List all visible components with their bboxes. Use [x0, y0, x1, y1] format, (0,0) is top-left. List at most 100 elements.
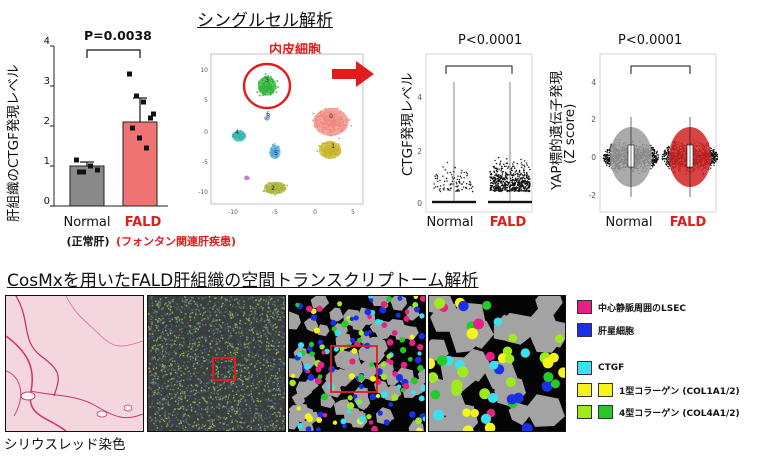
ytick-label: 2	[417, 147, 422, 156]
transcript-dot	[224, 418, 227, 420]
transcript-dot	[172, 315, 174, 317]
transcript-dot	[155, 324, 158, 327]
transcript-dot	[202, 297, 204, 299]
transcript-dot	[267, 398, 270, 400]
cell-point	[524, 179, 526, 182]
transcript-dot	[263, 354, 265, 357]
transcript-dot	[251, 396, 253, 398]
transcript-dot	[259, 368, 261, 370]
transcript-dot	[206, 402, 208, 405]
transcript-dot	[214, 304, 217, 306]
transcript-dot	[176, 384, 178, 386]
cell-point	[503, 187, 506, 189]
cell-point	[714, 159, 716, 162]
cell-point	[466, 172, 469, 175]
transcript-dot	[154, 344, 157, 347]
transcript-dot	[183, 392, 186, 395]
cell-point	[516, 175, 519, 177]
transcript-dot	[173, 414, 176, 416]
transcript-dot	[279, 408, 281, 410]
transcript-dot	[225, 348, 228, 350]
transcript-dot	[229, 300, 231, 303]
cell-point	[666, 160, 668, 162]
transcript-dot	[248, 424, 250, 427]
transcript-dot	[193, 303, 196, 306]
transcript-dot	[159, 298, 162, 300]
cell-point	[664, 149, 666, 151]
cell-point	[528, 189, 531, 192]
transcript-dot	[273, 381, 275, 384]
transcript-dot	[218, 398, 220, 401]
transcript-dot	[174, 340, 176, 342]
transcript-dot	[250, 403, 253, 405]
transcript-dot	[179, 349, 182, 352]
transcript-dot	[254, 351, 257, 354]
transcript-dot	[180, 319, 183, 321]
data-point	[134, 93, 139, 99]
transcript-dot	[238, 371, 240, 373]
transcript-dot	[264, 409, 266, 411]
transcript-dot	[227, 424, 230, 426]
cluster-core	[313, 108, 349, 136]
transcript-dot	[276, 372, 279, 374]
transcript-dot	[231, 420, 233, 422]
transcript-dot	[241, 364, 244, 366]
cell-point	[527, 166, 530, 168]
transcript-dot	[240, 421, 242, 423]
transcript-dot	[185, 328, 187, 331]
transcript-dot	[186, 365, 188, 367]
transcript-dot	[188, 416, 191, 418]
transcript-dot	[236, 369, 238, 371]
transcript-dot	[185, 326, 187, 329]
transcript-dot	[283, 427, 285, 429]
cell-point	[607, 156, 609, 158]
transcript-dot	[207, 405, 209, 408]
transcript-dot	[167, 369, 169, 372]
transcript-dot	[168, 413, 170, 415]
transcript-dot	[275, 318, 277, 320]
transcript-dot	[245, 318, 248, 320]
transcript-dot	[268, 318, 271, 320]
transcript-dot	[176, 347, 178, 349]
transcript-dot	[224, 424, 226, 427]
cell-point	[468, 183, 470, 185]
transcript-dot	[268, 354, 270, 356]
transcript-dot	[243, 389, 245, 391]
transcript-dot	[211, 305, 213, 307]
transcript-dot	[227, 341, 229, 344]
transcript-dot	[248, 297, 250, 300]
transcript-dot	[268, 379, 270, 381]
transcript-dot	[166, 305, 168, 307]
transcript-dot	[151, 428, 153, 431]
transcript-dot	[240, 374, 242, 377]
transcript-dot	[204, 358, 206, 361]
cell-point	[449, 183, 452, 185]
transcript-dot	[162, 333, 165, 335]
cluster-2	[262, 181, 289, 196]
transcript-dot	[243, 410, 245, 412]
transcript-dot	[224, 299, 226, 302]
transcript-dot	[159, 302, 162, 304]
transcript-dot	[162, 322, 165, 324]
cell-point	[527, 178, 530, 181]
transcript-dot	[201, 319, 203, 322]
transcript-dot	[161, 347, 163, 350]
transcript-dot	[273, 406, 276, 409]
cell-point	[506, 190, 508, 193]
transcript-dot	[275, 386, 278, 389]
transcript-dot	[261, 302, 263, 305]
transcript-dot	[169, 301, 171, 303]
transcript-dot	[274, 377, 276, 380]
transcript-dot	[187, 297, 190, 299]
transcript-dot	[283, 308, 285, 310]
cell-point	[493, 185, 495, 188]
transcript-dot	[208, 414, 211, 417]
transcript-dot	[190, 375, 192, 378]
transcript-dot	[268, 342, 270, 344]
transcript-dot	[174, 369, 177, 372]
transcript-dot	[231, 383, 233, 385]
transcript-dot	[189, 325, 192, 327]
transcript-dot	[226, 412, 229, 414]
transcript-dot	[171, 344, 173, 346]
transcript-dot	[174, 430, 176, 431]
